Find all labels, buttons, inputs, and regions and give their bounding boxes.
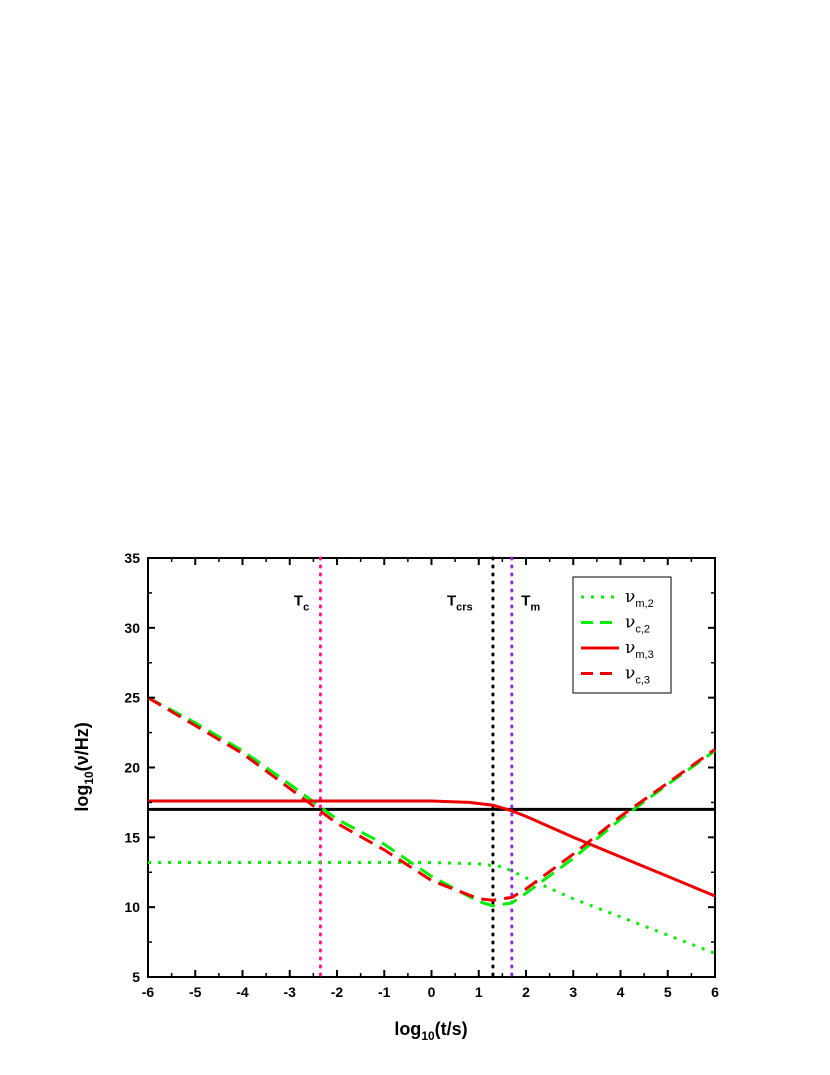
series-line-m-3: [148, 799, 716, 898]
legend-label-main: ν: [625, 664, 635, 684]
series-line-c-2: [147, 696, 716, 908]
y-tick-label: 5: [132, 969, 140, 985]
annotation-Tcrs: Tcrs: [447, 592, 473, 613]
x-tick-label: -6: [142, 984, 155, 1000]
legend-label-main: ν: [625, 638, 635, 658]
legend: νm,2νc,2νm,3νc,3: [572, 576, 672, 694]
annotation-main: T: [521, 592, 530, 609]
legend-label-sub: m,2: [635, 598, 653, 610]
legend-label-c-2: νc,2: [625, 613, 650, 636]
y-axis-title: log10(ν/Hz): [72, 722, 96, 811]
annotation-sub: crs: [456, 601, 473, 613]
y-tick-label: 10: [124, 899, 140, 915]
y-tick-label: 25: [124, 690, 140, 706]
legend-label-sub: c,3: [635, 675, 650, 687]
legend-label-main: ν: [625, 613, 635, 633]
x-axis-title-sub: 10: [421, 1029, 435, 1043]
annotation-Tc: Tc: [294, 592, 309, 613]
x-axis-title-main: log: [394, 1019, 421, 1039]
legend-label-sub: m,3: [635, 649, 653, 661]
annotation-sub: m: [530, 601, 540, 613]
series-line-c-3: [147, 696, 716, 902]
x-tick-label: 6: [711, 984, 719, 1000]
y-axis-title-rest: (ν/Hz): [72, 722, 92, 771]
legend-label-main: ν: [625, 587, 635, 607]
annotation-main: T: [294, 592, 303, 609]
legend-label-m-3: νm,3: [625, 638, 654, 661]
legend-label-m-2: νm,2: [625, 587, 654, 610]
x-tick-label: 4: [617, 984, 625, 1000]
annotation-main: T: [447, 592, 456, 609]
y-tick-label: 30: [124, 620, 140, 636]
x-tick-label: -3: [284, 984, 297, 1000]
reference-lines: [148, 556, 715, 979]
axis-ticks: -6 -5 -4 -3 -2 -1 0 1 2 3 4 5 6 5 10 15 20 25 30 35: [124, 550, 719, 1000]
annotations: Tc Tcrs Tm: [294, 592, 541, 613]
x-tick-label: 3: [569, 984, 577, 1000]
annotation-Tm: Tm: [521, 592, 540, 613]
x-tick-label: 1: [475, 984, 483, 1000]
x-tick-label: -2: [331, 984, 344, 1000]
x-axis-title: log10(t/s): [394, 1019, 467, 1043]
legend-label-sub: c,2: [635, 624, 650, 636]
y-axis-title-sub: 10: [82, 771, 96, 785]
y-tick-label: 15: [124, 829, 140, 845]
y-tick-label: 35: [124, 550, 140, 566]
legend-box: [572, 576, 672, 694]
x-tick-label: 2: [522, 984, 530, 1000]
x-tick-label: 0: [428, 984, 436, 1000]
y-tick-label: 20: [124, 760, 140, 776]
x-tick-label: -4: [236, 984, 249, 1000]
x-tick-label: -1: [378, 984, 391, 1000]
x-tick-label: 5: [664, 984, 672, 1000]
series-lines: [147, 696, 716, 955]
annotation-sub: c: [303, 601, 309, 613]
y-axis-title-main: log: [72, 785, 92, 812]
x-axis-title-rest: (t/s): [435, 1019, 468, 1039]
x-tick-label: -5: [189, 984, 202, 1000]
legend-label-c-3: νc,3: [625, 664, 650, 687]
